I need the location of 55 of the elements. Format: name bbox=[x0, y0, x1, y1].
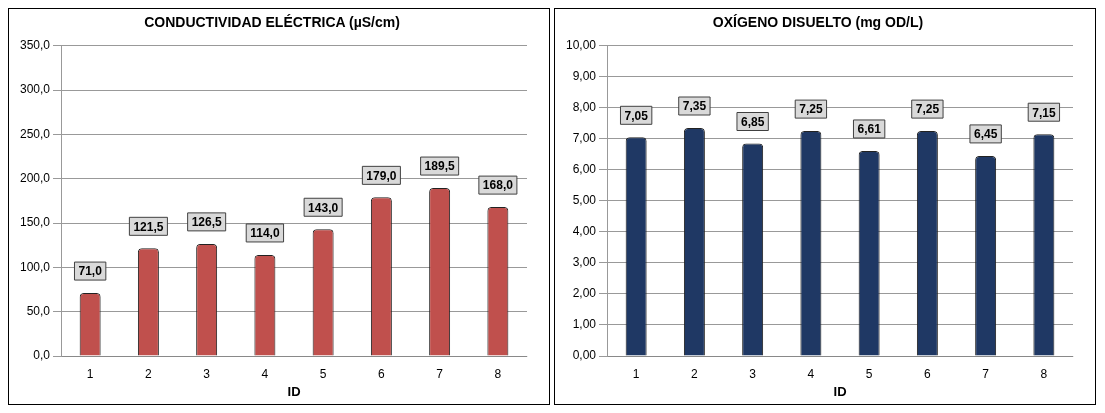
y-tick-label: 5,00 bbox=[572, 193, 597, 208]
data-label: 6,61 bbox=[857, 122, 882, 137]
y-tick-label: 8,00 bbox=[572, 100, 597, 115]
y-tick-label: 4,00 bbox=[572, 224, 597, 239]
y-tick-label: 6,00 bbox=[572, 162, 597, 177]
x-tick-label: 1 bbox=[86, 366, 94, 381]
data-label: 6,45 bbox=[973, 127, 998, 142]
y-tick-label: 0,0 bbox=[33, 348, 51, 363]
x-tick-label: 2 bbox=[145, 366, 153, 381]
y-tick-label: 300,0 bbox=[20, 82, 51, 97]
y-tick-label: 50,0 bbox=[26, 304, 51, 318]
data-label: 114,0 bbox=[250, 226, 280, 241]
y-tick-label: 9,00 bbox=[572, 69, 597, 84]
y-tick-label: 100,0 bbox=[20, 259, 51, 274]
y-tick-label: 3,00 bbox=[572, 255, 597, 270]
x-tick-label: 2 bbox=[691, 366, 699, 381]
y-tick-label: 0,00 bbox=[572, 348, 597, 363]
data-label: 143,0 bbox=[308, 200, 339, 215]
data-label: 189,5 bbox=[424, 159, 455, 174]
y-tick-label: 10,00 bbox=[566, 38, 597, 53]
x-tick-label: 6 bbox=[924, 366, 932, 381]
data-label: 7,15 bbox=[1032, 105, 1056, 120]
x-tick-label: 8 bbox=[494, 366, 502, 381]
x-tick-label: 3 bbox=[203, 366, 211, 381]
x-tick-label: 1 bbox=[632, 366, 640, 381]
y-tick-label: 7,00 bbox=[572, 131, 597, 146]
x-tick-label: 3 bbox=[749, 366, 757, 381]
data-label: 126,5 bbox=[191, 215, 222, 230]
x-axis-title: ID bbox=[287, 383, 301, 399]
x-tick-label: 8 bbox=[1040, 366, 1048, 381]
y-tick-label: 350,0 bbox=[20, 38, 51, 53]
data-label: 7,35 bbox=[682, 99, 707, 114]
data-label: 71,0 bbox=[78, 264, 103, 279]
x-tick-label: 4 bbox=[261, 366, 269, 381]
data-label: 7,05 bbox=[624, 108, 649, 123]
y-tick-label: 250,0 bbox=[20, 126, 51, 141]
data-label: 168,0 bbox=[482, 178, 514, 193]
x-axis-title: ID bbox=[833, 383, 847, 399]
x-tick-label: 5 bbox=[319, 366, 327, 381]
x-tick-label: 6 bbox=[378, 366, 386, 381]
x-tick-label: 7 bbox=[436, 366, 444, 381]
chart-title: CONDUCTIVIDAD ELÉCTRICA (µS/cm) bbox=[144, 14, 400, 31]
data-label: 7,25 bbox=[915, 102, 940, 117]
y-tick-label: 1,00 bbox=[572, 317, 597, 332]
y-tick-label: 150,0 bbox=[20, 215, 51, 230]
x-tick-label: 7 bbox=[982, 366, 990, 381]
data-label: 6,85 bbox=[740, 114, 765, 129]
x-tick-label: 4 bbox=[807, 366, 815, 381]
x-tick-label: 5 bbox=[865, 366, 873, 381]
chart-title: OXÍGENO DISUELTO (mg OD/L) bbox=[712, 14, 924, 31]
data-label: 7,25 bbox=[799, 102, 823, 117]
data-label: 121,5 bbox=[133, 219, 164, 234]
y-tick-label: 200,0 bbox=[20, 171, 51, 186]
data-label: 179,0 bbox=[366, 168, 397, 183]
y-tick-label: 2,00 bbox=[572, 286, 597, 301]
